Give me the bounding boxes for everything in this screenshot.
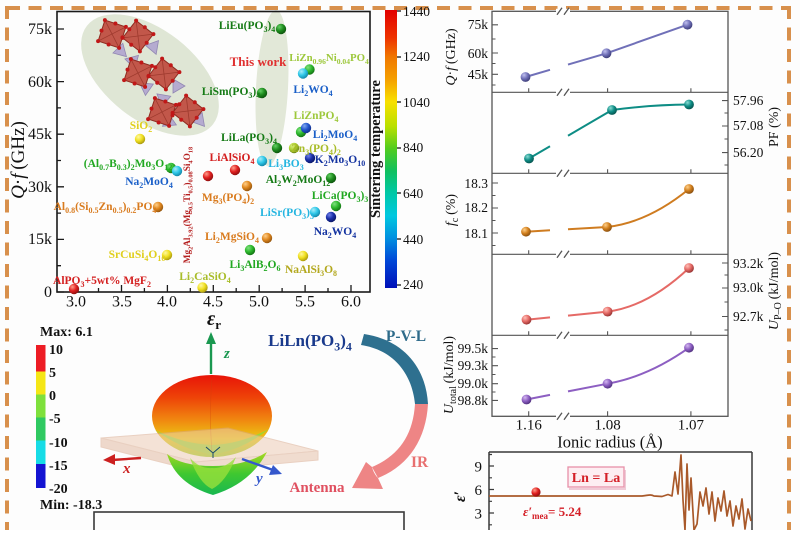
svg-text:LiAlSiO4: LiAlSiO4 bbox=[210, 152, 255, 166]
svg-text:Mg3(PO4)2: Mg3(PO4)2 bbox=[202, 192, 254, 206]
svg-text:IR: IR bbox=[411, 454, 429, 471]
svg-text:LiEu(PO3)4: LiEu(PO3)4 bbox=[219, 20, 276, 34]
svg-text:SrCuSi4O10: SrCuSi4O10 bbox=[109, 249, 166, 263]
svg-text:Al0.8(Si0.5Zn0.5)0.2PO4: Al0.8(Si0.5Zn0.5)0.2PO4 bbox=[54, 201, 157, 215]
svg-text:z: z bbox=[223, 346, 230, 362]
svg-text:1.16: 1.16 bbox=[516, 417, 543, 433]
svg-text:Zn3(PO4)2: Zn3(PO4)2 bbox=[291, 143, 341, 157]
svg-text:1.08: 1.08 bbox=[594, 417, 620, 433]
svg-text:1240: 1240 bbox=[403, 49, 430, 64]
svg-text:This work: This work bbox=[230, 54, 287, 69]
svg-text:PF (%): PF (%) bbox=[767, 107, 782, 147]
svg-text:-20: -20 bbox=[49, 482, 68, 497]
svg-text:440: 440 bbox=[403, 232, 424, 247]
svg-text:Na2MoO4: Na2MoO4 bbox=[125, 176, 173, 190]
svg-text:x: x bbox=[122, 461, 131, 477]
svg-text:ε′mea= 5.24: ε′mea= 5.24 bbox=[523, 504, 582, 521]
svg-text:10: 10 bbox=[49, 343, 63, 358]
svg-text:K2Mo3O10: K2Mo3O10 bbox=[315, 154, 366, 168]
svg-text:Max: 6.1: Max: 6.1 bbox=[40, 325, 93, 340]
svg-text:57.96: 57.96 bbox=[733, 93, 764, 108]
svg-text:0: 0 bbox=[49, 389, 56, 404]
svg-text:AlPO3+5wt% MgF2: AlPO3+5wt% MgF2 bbox=[53, 275, 151, 289]
svg-text:60k: 60k bbox=[28, 74, 52, 91]
svg-text:Ln = La: Ln = La bbox=[572, 471, 620, 486]
svg-text:18.1: 18.1 bbox=[464, 226, 488, 241]
svg-text:99.3k: 99.3k bbox=[458, 358, 489, 373]
svg-text:98.8k: 98.8k bbox=[458, 393, 489, 408]
svg-text:Q·f (GHz): Q·f (GHz) bbox=[8, 121, 29, 199]
svg-text:UP–O (kJ/mol): UP–O (kJ/mol) bbox=[767, 252, 784, 331]
svg-text:Li2WO4: Li2WO4 bbox=[293, 84, 332, 98]
svg-text:LiZn0.96Ni0.04PO4: LiZn0.96Ni0.04PO4 bbox=[289, 52, 369, 66]
svg-text:SiO2: SiO2 bbox=[130, 120, 153, 134]
svg-text:5.0: 5.0 bbox=[249, 294, 269, 311]
svg-text:6: 6 bbox=[475, 483, 483, 499]
svg-text:-15: -15 bbox=[49, 459, 68, 474]
svg-text:Na2WO4: Na2WO4 bbox=[314, 226, 357, 240]
svg-text:LiSm(PO3)4: LiSm(PO3)4 bbox=[202, 86, 260, 100]
svg-text:LiSr(PO3)3: LiSr(PO3)3 bbox=[260, 207, 314, 221]
svg-text:Li3BO3: Li3BO3 bbox=[268, 158, 304, 172]
svg-text:3.0: 3.0 bbox=[66, 294, 86, 311]
svg-text:4.0: 4.0 bbox=[157, 294, 177, 311]
svg-text:-5: -5 bbox=[49, 412, 61, 427]
svg-text:Li2MgSiO4: Li2MgSiO4 bbox=[205, 231, 259, 245]
svg-text:εr: εr bbox=[207, 308, 221, 332]
svg-text:57.08: 57.08 bbox=[733, 118, 764, 133]
svg-text:6.0: 6.0 bbox=[341, 294, 361, 311]
svg-text:Li2CaSiO4: Li2CaSiO4 bbox=[179, 271, 230, 285]
svg-text:Ionic radius (Å): Ionic radius (Å) bbox=[557, 432, 662, 451]
svg-text:93.2k: 93.2k bbox=[733, 256, 764, 271]
svg-text:640: 640 bbox=[403, 186, 424, 201]
svg-text:LiLa(PO3)4: LiLa(PO3)4 bbox=[221, 132, 277, 146]
svg-text:92.7k: 92.7k bbox=[733, 309, 764, 324]
svg-text:fc (%): fc (%) bbox=[444, 194, 461, 226]
svg-text:3: 3 bbox=[475, 507, 483, 523]
svg-text:Utotal (kJ/mol): Utotal (kJ/mol) bbox=[442, 336, 459, 414]
svg-text:Sintering temperature: Sintering temperature bbox=[368, 80, 384, 218]
svg-text:Antenna: Antenna bbox=[289, 480, 345, 496]
svg-text:1.07: 1.07 bbox=[678, 417, 705, 433]
svg-text:P-V-L: P-V-L bbox=[386, 328, 426, 345]
svg-text:93.0k: 93.0k bbox=[733, 280, 764, 295]
svg-text:LiZnPO4: LiZnPO4 bbox=[294, 110, 339, 124]
svg-text:Li3AlB2O6: Li3AlB2O6 bbox=[230, 259, 281, 273]
svg-text:LiCa(PO3)3: LiCa(PO3)3 bbox=[312, 190, 369, 204]
svg-text:4.5: 4.5 bbox=[203, 294, 223, 311]
svg-text:18.2: 18.2 bbox=[464, 200, 488, 215]
svg-text:840: 840 bbox=[403, 140, 424, 155]
svg-text:45k: 45k bbox=[468, 67, 489, 82]
svg-text:9: 9 bbox=[475, 460, 483, 476]
svg-text:Q·f (GHz): Q·f (GHz) bbox=[444, 28, 459, 86]
svg-text:15k: 15k bbox=[28, 231, 52, 248]
svg-text:0: 0 bbox=[44, 284, 52, 301]
svg-text:y: y bbox=[254, 471, 263, 487]
svg-text:5.5: 5.5 bbox=[295, 294, 315, 311]
svg-text:30k: 30k bbox=[28, 179, 52, 196]
svg-text:Al2W2MoO12: Al2W2MoO12 bbox=[266, 174, 331, 188]
svg-text:Li2MoO4: Li2MoO4 bbox=[313, 129, 357, 143]
svg-text:ε′: ε′ bbox=[452, 491, 469, 502]
svg-text:1440: 1440 bbox=[403, 4, 430, 19]
svg-text:56.20: 56.20 bbox=[733, 145, 764, 160]
svg-text:-10: -10 bbox=[49, 436, 68, 451]
svg-text:60k: 60k bbox=[468, 46, 489, 61]
svg-text:18.3: 18.3 bbox=[464, 176, 488, 191]
svg-text:1040: 1040 bbox=[403, 95, 430, 110]
svg-text:99.0k: 99.0k bbox=[458, 376, 489, 391]
svg-text:3.5: 3.5 bbox=[112, 294, 132, 311]
svg-text:99.5k: 99.5k bbox=[458, 341, 489, 356]
svg-text:Mg2Al3.92(Mg0.5Ti0.5)0.08Si4O1: Mg2Al3.92(Mg0.5Ti0.5)0.08Si4O18 bbox=[182, 147, 194, 263]
svg-text:45k: 45k bbox=[28, 126, 52, 143]
svg-text:240: 240 bbox=[403, 277, 424, 292]
svg-text:Min: -18.3: Min: -18.3 bbox=[40, 498, 102, 513]
svg-text:5: 5 bbox=[49, 366, 56, 381]
svg-text:LiLn(PO3)4: LiLn(PO3)4 bbox=[268, 331, 352, 353]
svg-text:75k: 75k bbox=[468, 17, 489, 32]
svg-text:NaAlSi3O8: NaAlSi3O8 bbox=[285, 264, 337, 278]
svg-text:(Al0.7B0.3)2Mo3O12: (Al0.7B0.3)2Mo3O12 bbox=[84, 158, 172, 172]
svg-text:75k: 75k bbox=[28, 21, 52, 38]
